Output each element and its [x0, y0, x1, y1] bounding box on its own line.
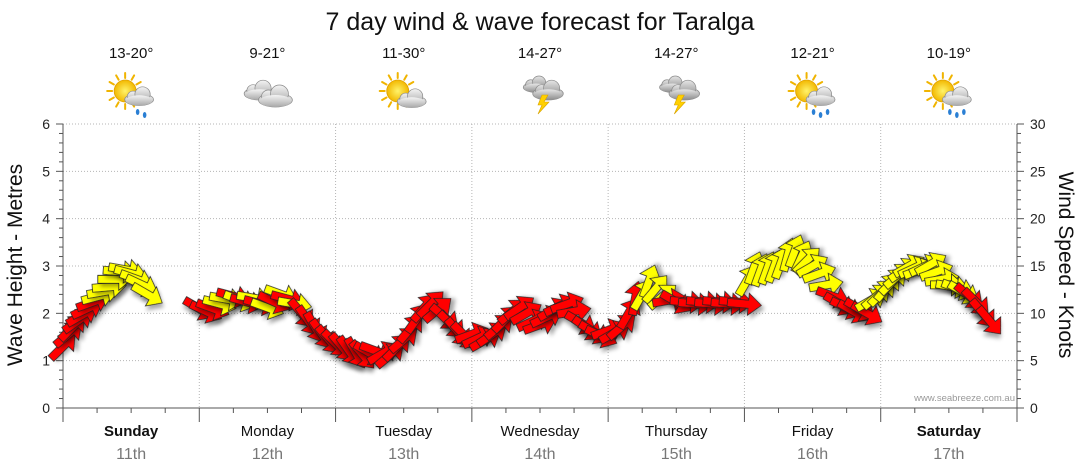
right-tick-label: 5	[1030, 353, 1038, 369]
left-axis-label: Wave Height - Metres	[4, 164, 27, 366]
day-name: Friday	[792, 423, 834, 440]
right-tick-label: 0	[1030, 400, 1038, 416]
day-temperature: 9-21°	[249, 45, 285, 62]
right-axis-label: Wind Speed - Knots	[1054, 172, 1077, 359]
left-tick-label: 2	[42, 305, 50, 321]
day-forecast-headers: 13-20° 9-21° 11-30° 14-27° 14-27° 12-21° 10-19…	[107, 45, 971, 118]
day-date: 13th	[388, 446, 419, 463]
left-tick-label: 4	[42, 211, 50, 227]
day-name: Thursday	[645, 423, 708, 440]
chart-title: 7 day wind & wave forecast for Taralga	[326, 8, 755, 36]
grid-lines	[63, 124, 1017, 408]
day-date: 12th	[252, 446, 283, 463]
day-name: Wednesday	[501, 423, 580, 440]
day-date: 16th	[797, 446, 828, 463]
right-tick-label: 15	[1030, 258, 1046, 274]
wind-arrows	[43, 231, 1009, 375]
thunderstorm-icon	[523, 76, 563, 114]
day-temperature: 14-27°	[654, 45, 698, 62]
day-date: 15th	[661, 446, 692, 463]
right-tick-label: 30	[1030, 116, 1046, 132]
left-tick-label: 6	[42, 116, 50, 132]
partly-cloudy-icon	[380, 73, 426, 109]
watermark: www.seabreeze.com.au	[913, 393, 1015, 404]
day-temperature: 11-30°	[382, 45, 425, 62]
day-name: Tuesday	[375, 423, 432, 440]
left-tick-label: 3	[42, 258, 50, 274]
day-temperature: 12-21°	[790, 45, 834, 62]
day-labels: Sunday 11th Monday 12th Tuesday 13th Wednesday…	[104, 423, 982, 463]
day-name: Sunday	[104, 423, 159, 440]
day-date: 14th	[524, 446, 555, 463]
day-name: Monday	[241, 423, 295, 440]
day-date: 17th	[933, 446, 964, 463]
day-date: 11th	[116, 446, 146, 463]
day-temperature: 10-19°	[927, 45, 971, 62]
cloudy-icon	[244, 80, 292, 107]
right-tick-label: 25	[1030, 163, 1046, 179]
thunderstorm-icon	[660, 76, 700, 114]
day-temperature: 13-20°	[109, 45, 153, 62]
day-name: Saturday	[917, 423, 982, 440]
sun-showers-icon	[925, 73, 971, 118]
axes: 0123456051015202530	[42, 116, 1046, 422]
right-tick-label: 10	[1030, 305, 1046, 321]
day-temperature: 14-27°	[518, 45, 562, 62]
left-tick-label: 0	[42, 400, 50, 416]
sun-showers-icon	[789, 73, 835, 118]
partly-cloudy-showers-icon	[107, 73, 153, 118]
right-tick-label: 20	[1030, 211, 1046, 227]
left-tick-label: 5	[42, 163, 50, 179]
